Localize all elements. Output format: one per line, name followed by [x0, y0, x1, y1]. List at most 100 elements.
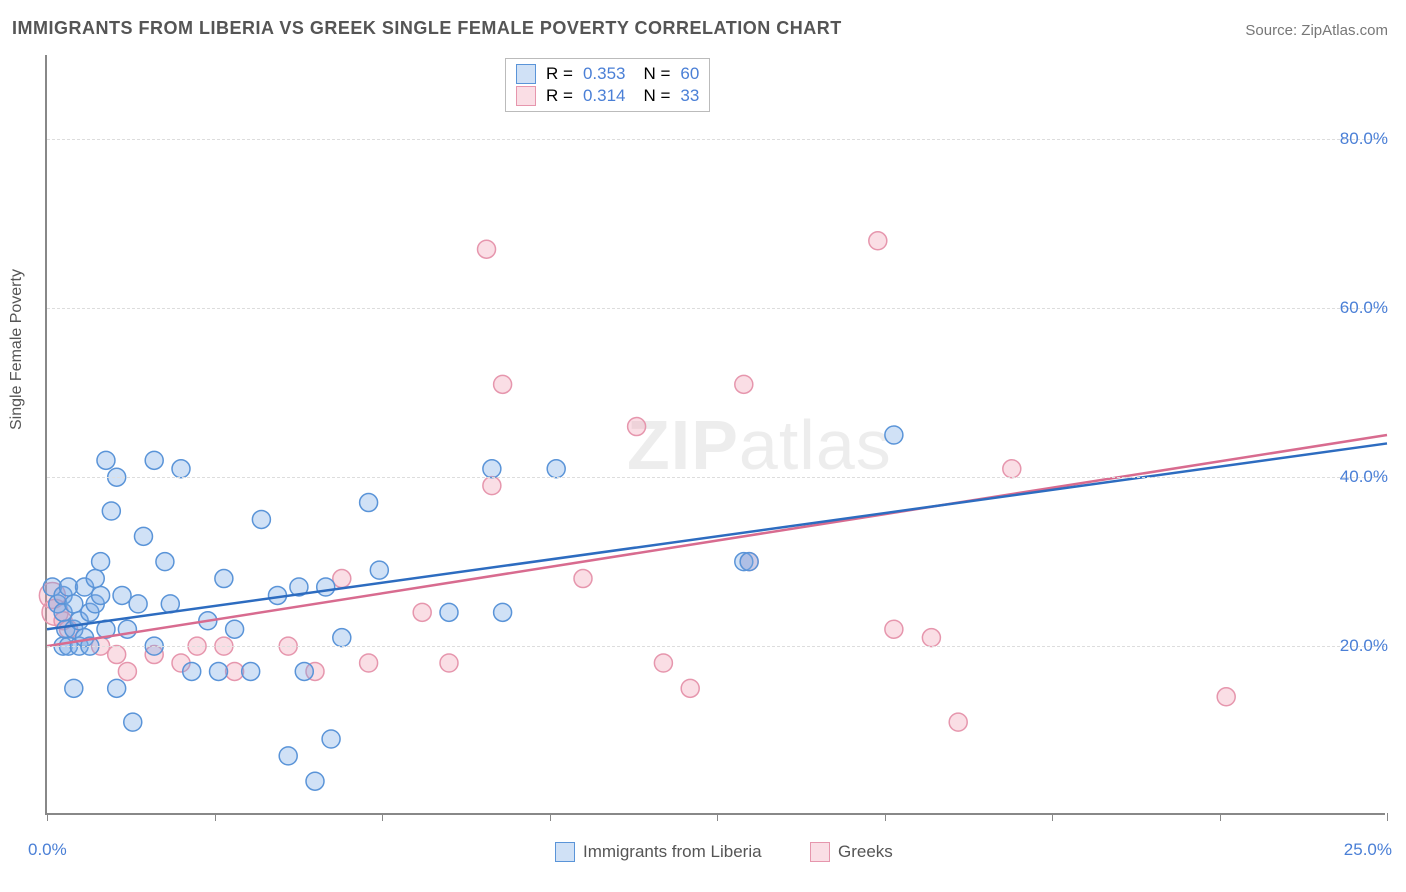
legend-row-series-b: R = 0.314 N = 33 — [516, 85, 699, 107]
series-label-b: Greeks — [838, 842, 893, 862]
scatter-point — [59, 578, 77, 596]
series-swatch-a — [555, 842, 575, 862]
scatter-point — [740, 553, 758, 571]
scatter-point — [108, 646, 126, 664]
scatter-point — [183, 662, 201, 680]
x-min-label: 0.0% — [28, 840, 67, 860]
scatter-point — [547, 460, 565, 478]
y-axis-label: Single Female Poverty — [8, 269, 26, 430]
x-tick — [1052, 813, 1053, 821]
legend-r-value-a: 0.353 — [583, 64, 626, 84]
legend-row-series-a: R = 0.353 N = 60 — [516, 63, 699, 85]
scatter-point — [413, 603, 431, 621]
x-tick — [717, 813, 718, 821]
scatter-point — [86, 570, 104, 588]
scatter-point — [92, 553, 110, 571]
series-legend-b: Greeks — [810, 842, 893, 862]
series-swatch-b — [810, 842, 830, 862]
x-tick — [1220, 813, 1221, 821]
scatter-point — [574, 570, 592, 588]
scatter-point — [333, 629, 351, 647]
x-tick — [382, 813, 383, 821]
y-tick-label: 40.0% — [1340, 467, 1388, 487]
scatter-point — [478, 240, 496, 258]
scatter-point — [210, 662, 228, 680]
x-tick — [47, 813, 48, 821]
scatter-point — [124, 713, 142, 731]
plot-area: ZIPatlas — [45, 55, 1385, 815]
scatter-point — [108, 679, 126, 697]
scatter-point — [279, 747, 297, 765]
legend-n-label-b: N = — [643, 86, 670, 106]
scatter-point — [440, 603, 458, 621]
scatter-point — [145, 451, 163, 469]
scatter-point — [628, 418, 646, 436]
source-name: ZipAtlas.com — [1301, 22, 1388, 39]
scatter-point — [97, 451, 115, 469]
legend-r-label-a: R = — [546, 64, 573, 84]
scatter-point — [681, 679, 699, 697]
legend-r-label-b: R = — [546, 86, 573, 106]
x-tick — [885, 813, 886, 821]
correlation-legend: R = 0.353 N = 60 R = 0.314 N = 33 — [505, 58, 710, 112]
scatter-point — [65, 595, 83, 613]
series-label-a: Immigrants from Liberia — [583, 842, 762, 862]
legend-r-value-b: 0.314 — [583, 86, 626, 106]
scatter-point — [65, 679, 83, 697]
scatter-point — [370, 561, 388, 579]
scatter-point — [1217, 688, 1235, 706]
legend-n-value-b: 33 — [680, 86, 699, 106]
scatter-point — [172, 460, 190, 478]
legend-n-label-a: N = — [643, 64, 670, 84]
legend-swatch-b — [516, 86, 536, 106]
chart-container: IMMIGRANTS FROM LIBERIA VS GREEK SINGLE … — [0, 0, 1406, 892]
scatter-point — [317, 578, 335, 596]
x-tick — [550, 813, 551, 821]
legend-swatch-a — [516, 64, 536, 84]
scatter-point — [494, 375, 512, 393]
y-tick-label: 80.0% — [1340, 129, 1388, 149]
scatter-point — [483, 477, 501, 495]
scatter-point — [252, 510, 270, 528]
scatter-point — [360, 494, 378, 512]
y-tick-label: 60.0% — [1340, 298, 1388, 318]
scatter-point — [129, 595, 147, 613]
series-legend-a: Immigrants from Liberia — [555, 842, 762, 862]
scatter-point — [333, 570, 351, 588]
y-tick-label: 20.0% — [1340, 636, 1388, 656]
scatter-point — [306, 772, 324, 790]
scatter-point — [922, 629, 940, 647]
source-prefix: Source: — [1245, 22, 1297, 39]
scatter-point — [102, 502, 120, 520]
scatter-point — [654, 654, 672, 672]
legend-n-value-a: 60 — [680, 64, 699, 84]
x-max-label: 25.0% — [1344, 840, 1392, 860]
scatter-point — [92, 586, 110, 604]
scatter-point — [118, 662, 136, 680]
scatter-point — [483, 460, 501, 478]
source-label: Source: ZipAtlas.com — [1245, 22, 1388, 39]
scatter-point — [885, 426, 903, 444]
scatter-point — [885, 620, 903, 638]
scatter-point — [156, 553, 174, 571]
scatter-point — [360, 654, 378, 672]
scatter-point — [735, 375, 753, 393]
scatter-point — [215, 570, 233, 588]
scatter-point — [242, 662, 260, 680]
scatter-point — [226, 662, 244, 680]
chart-title: IMMIGRANTS FROM LIBERIA VS GREEK SINGLE … — [12, 18, 842, 39]
scatter-point — [113, 586, 131, 604]
scatter-svg — [47, 55, 1385, 813]
trend-line — [47, 435, 1387, 646]
scatter-point — [1003, 460, 1021, 478]
scatter-point — [322, 730, 340, 748]
gridline — [47, 477, 1385, 478]
scatter-point — [949, 713, 967, 731]
gridline — [47, 308, 1385, 309]
scatter-point — [295, 662, 313, 680]
scatter-point — [226, 620, 244, 638]
gridline — [47, 139, 1385, 140]
scatter-point — [869, 232, 887, 250]
x-tick — [1387, 813, 1388, 821]
scatter-point — [134, 527, 152, 545]
